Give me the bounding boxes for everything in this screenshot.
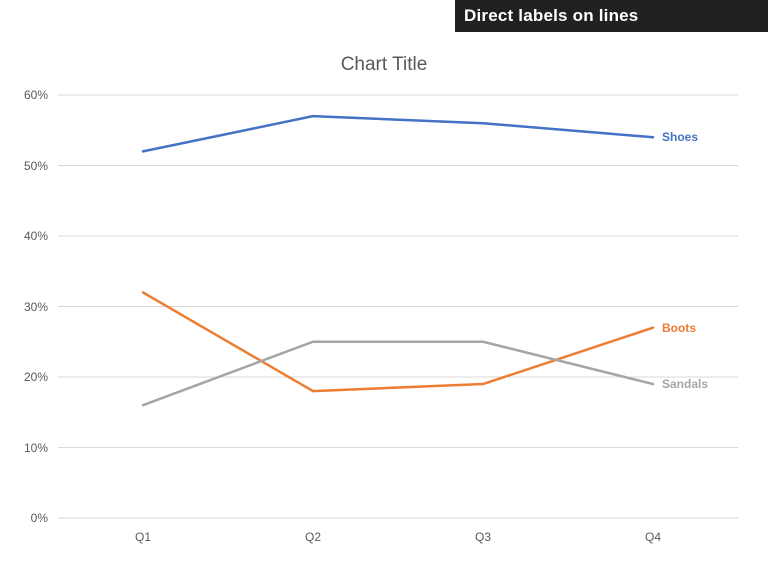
y-axis-tick-label: 30% — [23, 299, 48, 314]
y-axis-tick-label: 10% — [23, 440, 48, 455]
x-axis-category-label: Q4 — [644, 530, 662, 544]
y-axis-tick-label: 0% — [30, 511, 48, 525]
banner: Direct labels on lines — [455, 0, 768, 32]
series-line-shoes — [141, 114, 655, 153]
series-line-boots — [141, 291, 655, 393]
chart-title: Chart Title — [340, 54, 428, 75]
y-axis-tick-label: 20% — [23, 370, 48, 384]
y-axis-tick-label: 60% — [23, 88, 48, 102]
x-axis-category-label: Q3 — [474, 530, 492, 544]
banner-label: Direct labels on lines — [464, 6, 639, 25]
series-line-sandals — [141, 340, 655, 407]
series-label-boots: Boots — [662, 320, 696, 335]
series-label-shoes: Shoes — [662, 130, 699, 145]
y-axis-tick-label: 40% — [23, 229, 48, 243]
y-axis-tick-label: 50% — [23, 158, 48, 173]
x-axis-category-label: Q2 — [304, 530, 322, 544]
x-axis-category-label: Q1 — [134, 530, 152, 544]
series-label-sandals: Sandals — [662, 377, 709, 392]
